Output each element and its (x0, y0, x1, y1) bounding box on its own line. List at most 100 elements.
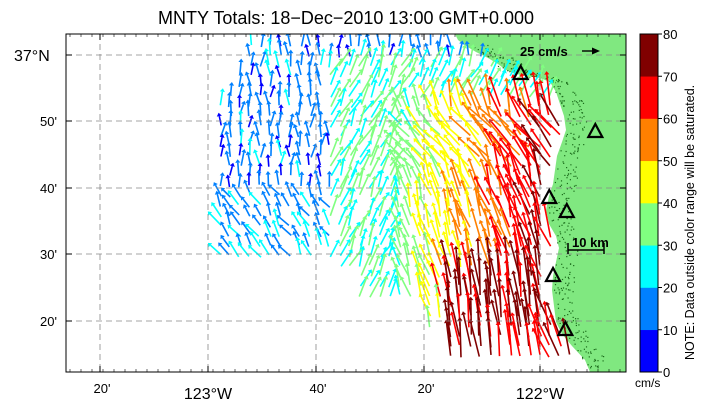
current-vector-head (399, 217, 404, 223)
current-vector (368, 109, 382, 126)
current-vector-head (449, 146, 454, 151)
current-vector-head (374, 144, 380, 149)
current-vector-head (482, 288, 488, 293)
current-vector-head (414, 200, 420, 205)
current-vector-head (457, 168, 462, 174)
current-vector-head (253, 203, 258, 208)
coast-speckle (574, 337, 576, 339)
station-marker (511, 63, 530, 81)
current-vector-head (415, 44, 421, 49)
current-vector-head (449, 70, 454, 75)
current-vector (407, 141, 422, 156)
current-vector-head (496, 219, 501, 224)
current-vector-head (410, 212, 416, 217)
coast-speckle (602, 360, 604, 362)
current-vector (330, 101, 340, 116)
current-vector (419, 256, 431, 276)
current-vector (388, 271, 396, 288)
current-vector-head (506, 58, 511, 63)
current-vector-head (518, 235, 524, 240)
current-vector (480, 222, 492, 247)
current-vector (500, 61, 510, 78)
current-vector (359, 120, 366, 138)
coast-speckle (554, 190, 556, 192)
current-vector-head (482, 260, 488, 264)
current-vector-head (264, 59, 270, 64)
current-vector-head (312, 221, 318, 226)
coast-speckle (570, 229, 572, 231)
current-vector-head (503, 271, 510, 276)
current-vector (519, 195, 533, 226)
coast-speckle (567, 169, 570, 171)
current-vector (403, 236, 410, 256)
current-vector-head (434, 134, 439, 139)
current-vector (386, 141, 401, 156)
current-vector-head (294, 72, 300, 77)
current-vector-head (496, 277, 503, 282)
current-vector-head (418, 293, 424, 298)
colorbar-tick-label: 10 (663, 323, 677, 338)
current-vector-head (250, 51, 256, 56)
current-vector-head (220, 221, 225, 226)
coast-speckle (573, 228, 575, 230)
current-vector-head (458, 55, 464, 60)
current-vector-head (379, 90, 384, 95)
current-vector-head (411, 67, 416, 72)
station-marker (540, 187, 559, 205)
current-vector-head (318, 197, 323, 202)
current-vector (488, 69, 500, 86)
current-vector-head (439, 150, 444, 155)
current-vector (390, 180, 397, 197)
current-vector (347, 209, 353, 226)
coast-speckle (566, 82, 568, 85)
current-vector-head (338, 34, 344, 38)
current-vector-head (306, 60, 312, 65)
current-vector-head (377, 276, 382, 281)
current-vector-head (383, 129, 388, 134)
current-vector (305, 123, 311, 137)
current-vector (548, 79, 557, 97)
current-vector (441, 242, 452, 278)
current-vector (233, 186, 242, 198)
current-vector-head (525, 151, 531, 155)
current-vector (292, 185, 300, 196)
current-vector (316, 72, 322, 86)
current-vector (279, 246, 291, 257)
current-vector-head (235, 232, 241, 238)
current-vector-head (449, 45, 455, 50)
current-vector (522, 126, 542, 156)
coast-speckle (524, 70, 527, 72)
coast-speckle (578, 324, 580, 326)
current-vector (379, 278, 387, 297)
current-vector-head (493, 110, 498, 115)
current-vector-head (532, 244, 538, 249)
current-vector (471, 271, 482, 306)
coast-speckle (569, 301, 571, 303)
current-vector (405, 122, 421, 137)
current-vector (446, 290, 451, 326)
current-vector (284, 44, 290, 56)
coast-speckle (569, 289, 571, 291)
current-vector (258, 112, 262, 126)
current-vector-head (494, 58, 499, 63)
current-vector (395, 277, 401, 295)
current-vector-head (484, 162, 490, 167)
current-vector-head (392, 268, 398, 273)
current-vector (533, 183, 541, 215)
coast-speckle (525, 69, 527, 71)
current-vector-head (357, 99, 362, 104)
coast-speckle (566, 197, 568, 199)
current-vector-head (511, 270, 517, 275)
coast-speckle (554, 278, 556, 280)
coast-speckle (499, 55, 501, 57)
current-vector-head (291, 211, 296, 216)
current-vector-head (429, 127, 435, 132)
current-vector-head (449, 180, 455, 185)
current-vector-head (448, 91, 454, 96)
current-vector (470, 300, 473, 335)
current-vector (431, 222, 441, 246)
current-vector (520, 238, 532, 268)
current-vector-head (257, 162, 263, 167)
coast-speckle (580, 341, 582, 343)
